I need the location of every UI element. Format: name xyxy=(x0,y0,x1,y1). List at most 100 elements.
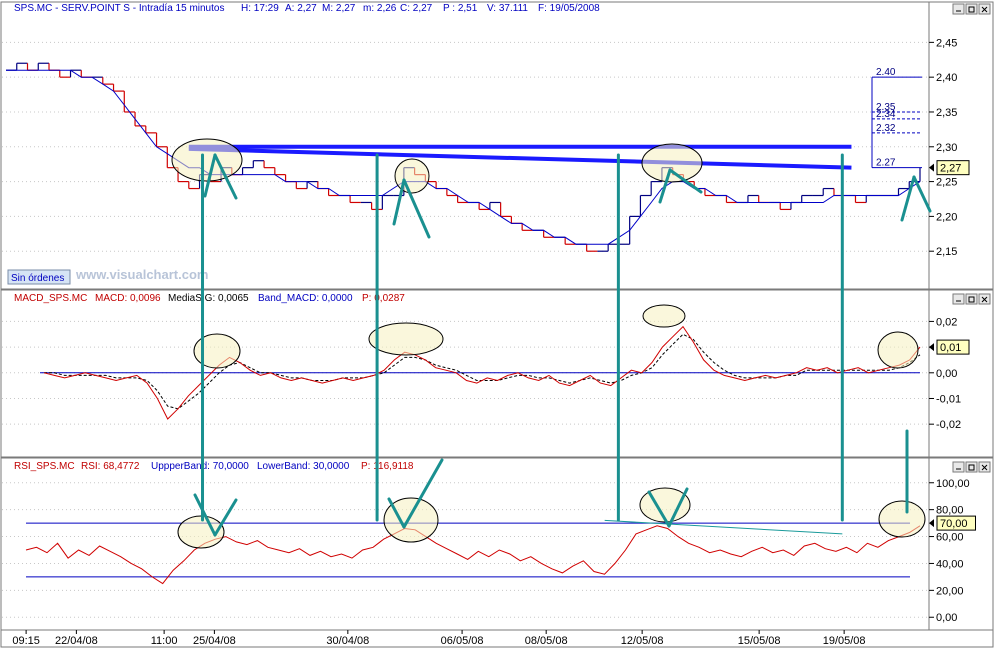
rsi-tick-label: 40,00 xyxy=(936,558,964,570)
trend-arrow-stroke xyxy=(203,153,217,198)
trend-arrow-stroke xyxy=(213,153,238,200)
orders-badge-label: Sin órdenes xyxy=(11,273,64,284)
macd-header-macd: MACD: 0,0096 xyxy=(95,293,161,304)
x-axis-frame xyxy=(0,629,994,648)
rsi-tick-label: 0,00 xyxy=(936,612,957,624)
trend-arrow-stroke xyxy=(658,168,672,204)
macd-header-name: MACD_SPS.MC xyxy=(14,293,87,304)
header-c: C: 2,27 xyxy=(400,3,433,14)
fib-level-label: 2.27 xyxy=(876,158,896,169)
macd-axis-frame xyxy=(928,289,994,458)
macd-current-label: 0,01 xyxy=(940,342,961,354)
trend-arrow-stroke xyxy=(647,490,671,528)
rsi-header-upper: UppperBand: 70,0000 xyxy=(151,461,249,472)
price-tick-label: 2,25 xyxy=(936,177,957,189)
highlight-ellipse xyxy=(171,138,243,182)
rsi-current-value: 70,00 xyxy=(929,515,976,531)
price-y-axis: 2,45 2,40 2,35 2,30 2,25 2,20 2,15 xyxy=(929,37,957,258)
rsi-panel: 100,00 80,00 60,00 40,00 20,00 0,00 RSI_SPS.M… xyxy=(0,457,994,631)
header-v: V: 37.111 xyxy=(487,3,528,14)
macd-window-controls[interactable] xyxy=(952,293,991,305)
rsi-current-box xyxy=(936,515,976,531)
price-tick-label: 2,45 xyxy=(936,37,957,49)
price-tick-label: 2,15 xyxy=(936,246,957,258)
rsi-tick-label: 80,00 xyxy=(936,505,964,517)
x-tick-label: 11:00 xyxy=(151,635,178,647)
fib-level-label: 2.35 xyxy=(876,102,896,113)
header-p: P : 2,51 xyxy=(443,3,478,14)
rsi-window-controls[interactable] xyxy=(952,461,991,473)
price-tick-label: 2,40 xyxy=(936,72,957,84)
macd-current-value: 0,01 xyxy=(929,339,970,355)
price-panel: 2,45 2,40 2,35 2,30 2,25 2,20 2,15 2.40 2.352.3… xyxy=(0,1,994,290)
price-tick-label: 2,30 xyxy=(936,142,957,154)
rsi-minimize-button[interactable] xyxy=(952,461,965,473)
price-current-value: 2,27 xyxy=(929,160,970,176)
x-tick-label: 15/05/08 xyxy=(738,635,781,647)
resistance-lines xyxy=(188,144,852,170)
highlight-ellipse xyxy=(383,497,439,543)
rsi-tick-label: 20,00 xyxy=(936,585,964,597)
watermark: www.visualchart.com xyxy=(75,267,208,282)
macd-current-box xyxy=(936,339,970,355)
rsi-trendline xyxy=(604,519,843,535)
price-axis-frame xyxy=(928,1,994,290)
highlight-ellipse xyxy=(877,331,919,369)
trend-arrow-stroke xyxy=(667,487,689,528)
x-tick-label: 06/05/08 xyxy=(441,635,484,647)
price-window-controls[interactable] xyxy=(952,3,991,15)
price-header: SPS.MC - SERV.POINT S - Intradía 15 minu… xyxy=(14,3,600,14)
x-tick-label: 25/04/08 xyxy=(193,635,236,647)
rsi-line xyxy=(25,525,921,585)
macd-minimize-button[interactable] xyxy=(952,293,965,305)
rsi-header-lower: LowerBand: 30,0000 xyxy=(257,461,350,472)
rsi-current-marker xyxy=(929,519,934,528)
price-tick-label: 2,35 xyxy=(936,107,957,119)
minimize-button[interactable] xyxy=(952,3,965,15)
rsi-y-axis: 100,00 80,00 60,00 40,00 20,00 0,00 xyxy=(929,478,970,624)
moving-average-line xyxy=(6,69,921,245)
macd-current-marker xyxy=(929,343,934,352)
rsi-series xyxy=(25,519,921,585)
highlight-ellipse xyxy=(193,333,241,369)
annotations xyxy=(171,138,932,549)
macd-tick-label: 0,00 xyxy=(936,368,957,380)
maximize-button[interactable] xyxy=(965,3,978,15)
fib-level-label: 2.34 xyxy=(876,109,896,120)
highlight-ellipse xyxy=(368,322,444,356)
fib-levels: 2.40 2.352.34 2.32 2.27 xyxy=(871,67,922,169)
highlight-ellipse xyxy=(642,304,686,328)
header-a: A: 2,27 xyxy=(285,3,317,14)
highlight-ellipse xyxy=(177,515,225,549)
macd-plot-frame xyxy=(0,289,930,458)
rsi-header-p: P: 116,9118 xyxy=(361,461,414,472)
header-symbol: SPS.MC - SERV.POINT S - Intradía 15 minu… xyxy=(14,3,224,14)
trend-arrow-stroke xyxy=(213,498,238,537)
rsi-close-icon xyxy=(981,464,988,471)
x-tick-label: 09:15 xyxy=(12,635,40,647)
trend-arrow-stroke xyxy=(668,168,703,194)
trend-arrow-stroke xyxy=(912,175,932,213)
x-tick-label: 08/05/08 xyxy=(525,635,568,647)
rsi-plot-frame xyxy=(0,457,930,631)
macd-series xyxy=(40,325,921,420)
rsi-header: RSI_SPS.MC RSI: 68,4772 UppperBand: 70,0… xyxy=(14,461,414,472)
macd-header-signal: MediaSIG: 0,0065 xyxy=(168,293,249,304)
header-m: M: 2,27 xyxy=(322,3,356,14)
x-tick-label: 30/04/08 xyxy=(326,635,369,647)
macd-tick-label: 0,02 xyxy=(936,316,957,328)
trend-arrow-stroke xyxy=(193,493,217,537)
header-high: H: 17:29 xyxy=(241,3,279,14)
price-current-label: 2,27 xyxy=(940,163,961,175)
macd-maximize-icon xyxy=(968,296,975,303)
close-icon xyxy=(981,6,988,13)
price-current-marker xyxy=(929,163,934,172)
highlight-ellipse xyxy=(394,158,430,194)
orders-badge[interactable] xyxy=(7,269,71,285)
price-tick-label: 2,20 xyxy=(936,211,957,223)
rsi-maximize-button[interactable] xyxy=(965,461,978,473)
macd-maximize-button[interactable] xyxy=(965,293,978,305)
fib-level-label: 2.40 xyxy=(876,67,896,78)
x-tick-label: 19/05/08 xyxy=(823,635,866,647)
